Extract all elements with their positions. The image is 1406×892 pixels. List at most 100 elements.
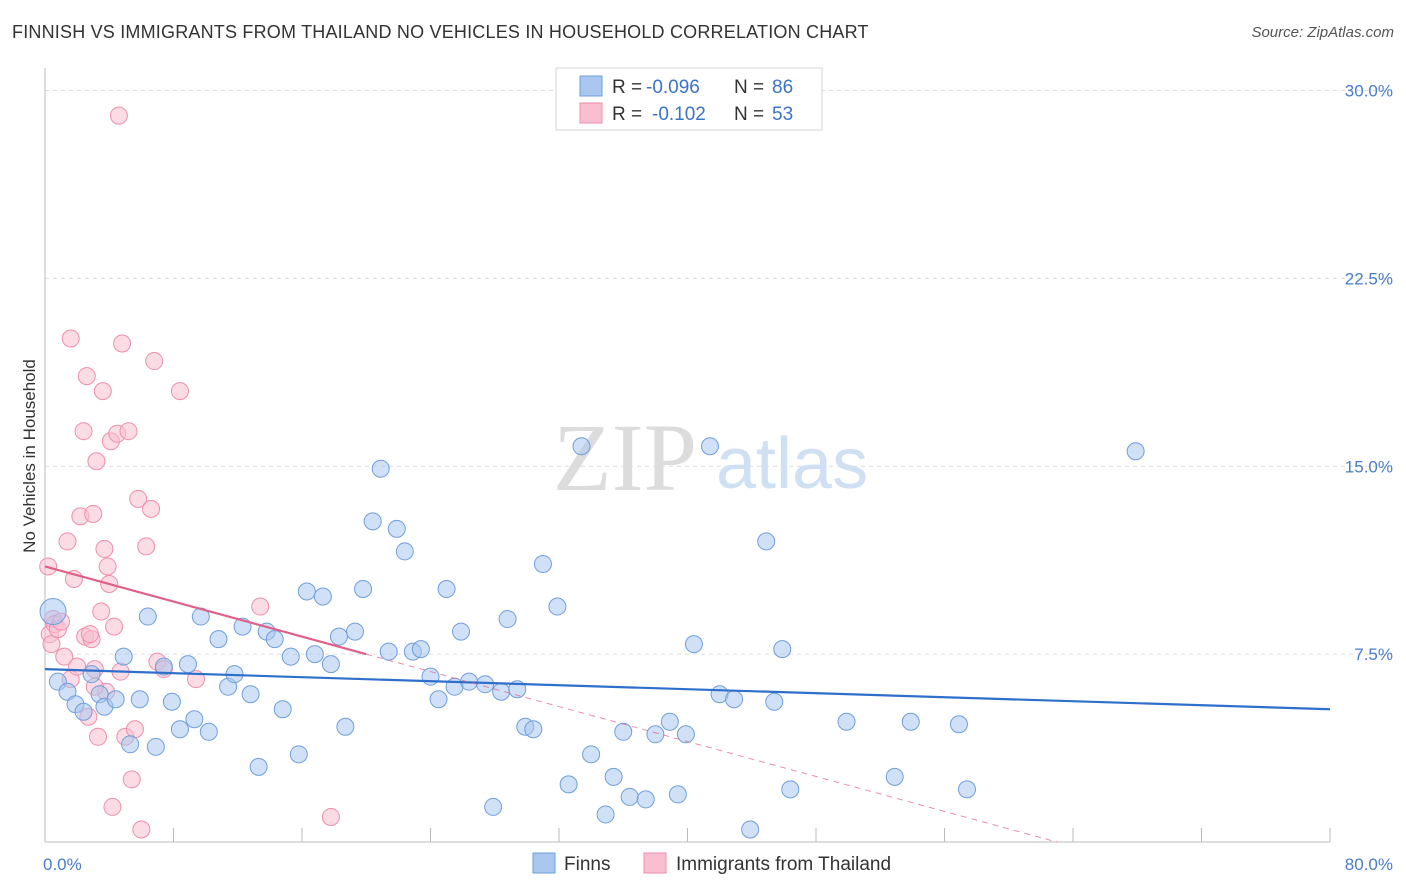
y-tick-label-0: 7.5%	[1354, 645, 1393, 664]
thai-point-11	[61, 329, 80, 348]
watermark: ZIP atlas	[553, 404, 868, 511]
finns-point-35	[321, 655, 340, 674]
finns-point-48	[429, 690, 448, 709]
finns-point-61	[548, 597, 567, 616]
thai-point-40	[129, 489, 148, 508]
finns-point-77	[725, 690, 744, 709]
thai-point-22	[89, 727, 108, 746]
finns-point-30	[281, 647, 300, 666]
y-axis-label: No Vehicles in Household	[20, 359, 39, 553]
finns-point-81	[773, 640, 792, 659]
thai-point-24	[93, 382, 112, 401]
chart-title: FINNISH VS IMMIGRANTS FROM THAILAND NO V…	[12, 22, 869, 42]
finns-point-36	[329, 627, 348, 646]
thai-point-35	[113, 334, 132, 353]
thai-point-23	[92, 602, 111, 621]
watermark-atlas: atlas	[716, 424, 868, 504]
thai-point-8	[58, 532, 77, 551]
finns-point-5	[82, 665, 101, 684]
finns-point-42	[379, 642, 398, 661]
finns-point-86	[949, 715, 968, 734]
finns-point-46	[411, 640, 430, 659]
series-thai-points	[39, 106, 340, 839]
trend-lines	[44, 565, 1331, 843]
legend: R = -0.096 N = 86 R = -0.102 N = 53	[555, 67, 823, 131]
finns-point-21	[209, 630, 228, 649]
y-tick-label-1: 15.0%	[1345, 457, 1393, 476]
legend-n-value-thai: 53	[772, 104, 793, 125]
thai-point-39	[125, 720, 144, 739]
finns-point-82	[781, 780, 800, 799]
finns-point-62	[559, 775, 578, 794]
thai-point-16	[77, 367, 96, 386]
finns-point-11	[130, 690, 149, 709]
finns-point-54	[484, 797, 503, 816]
y-tick-label-2: 22.5%	[1345, 269, 1393, 288]
thai-point-44	[145, 352, 164, 371]
thai-point-50	[321, 807, 340, 826]
finns-point-33	[305, 645, 324, 664]
finns-point-13	[146, 737, 165, 756]
y-tick-labels: 7.5% 15.0% 22.5% 30.0%	[1345, 82, 1393, 665]
thai-point-33	[109, 106, 128, 125]
thai-point-52	[80, 625, 99, 644]
finns-point-59	[524, 720, 543, 739]
bottom-legend: Finns Immigrants from Thailand	[532, 852, 891, 875]
finns-point-68	[620, 787, 639, 806]
bottom-legend-swatch-thai	[643, 852, 667, 874]
legend-n-label-finns: N =	[734, 77, 764, 98]
grid	[45, 90, 1392, 655]
finns-point-66	[604, 767, 623, 786]
finns-point-25	[241, 685, 260, 704]
finns-point-32	[297, 582, 316, 601]
thai-point-38	[122, 770, 141, 789]
finns-point-41	[371, 459, 390, 478]
thai-trend-line	[44, 565, 367, 656]
finns-point-67	[614, 722, 633, 741]
finns-point-8	[106, 690, 125, 709]
finns-point-73	[676, 725, 695, 744]
x-tick-label-1: 80.0%	[1345, 855, 1393, 874]
thai-point-31	[105, 617, 124, 636]
finns-point-70	[646, 725, 665, 744]
thai-point-7	[55, 647, 74, 666]
legend-swatch-thai	[579, 102, 603, 124]
finns-point-85	[901, 712, 920, 731]
finns-point-53	[476, 675, 495, 694]
finns-point-71	[660, 712, 679, 731]
thai-point-37	[119, 422, 138, 441]
finns-point-9	[114, 647, 133, 666]
thai-point-30	[103, 797, 122, 816]
legend-n-label-thai: N =	[734, 104, 764, 125]
series-finns-points	[39, 437, 1145, 839]
finns-point-26	[249, 757, 268, 776]
thai-point-43	[142, 499, 161, 518]
legend-r-value-finns: -0.096	[646, 77, 700, 98]
legend-swatch-finns	[579, 75, 603, 97]
finns-point-72	[668, 785, 687, 804]
finns-point-79	[757, 532, 776, 551]
x-tick-labels: 0.0% 80.0%	[43, 855, 1393, 874]
finns-point-10	[121, 735, 140, 754]
bottom-legend-label-thai: Immigrants from Thailand	[676, 854, 891, 875]
thai-point-2	[42, 635, 61, 654]
finns-point-69	[636, 790, 655, 809]
finns-point-29	[273, 700, 292, 719]
finns-point-75	[700, 437, 719, 456]
finns-point-28	[265, 630, 284, 649]
finns-point-47	[421, 667, 440, 686]
finns-point-31	[289, 745, 308, 764]
finns-point-84	[885, 767, 904, 786]
finns-point-55	[492, 682, 511, 701]
y-tick-label-3: 30.0%	[1345, 82, 1393, 101]
finns-point-20	[199, 722, 218, 741]
finns-point-16	[170, 720, 189, 739]
finns-point-34	[313, 587, 332, 606]
finns-point-15	[162, 692, 181, 711]
finns-point-43	[387, 519, 406, 538]
finns-trend-line	[44, 668, 1331, 711]
legend-n-value-finns: 86	[772, 77, 793, 98]
chart-source: Source: ZipAtlas.com	[1251, 24, 1394, 41]
finns-point-17	[178, 655, 197, 674]
